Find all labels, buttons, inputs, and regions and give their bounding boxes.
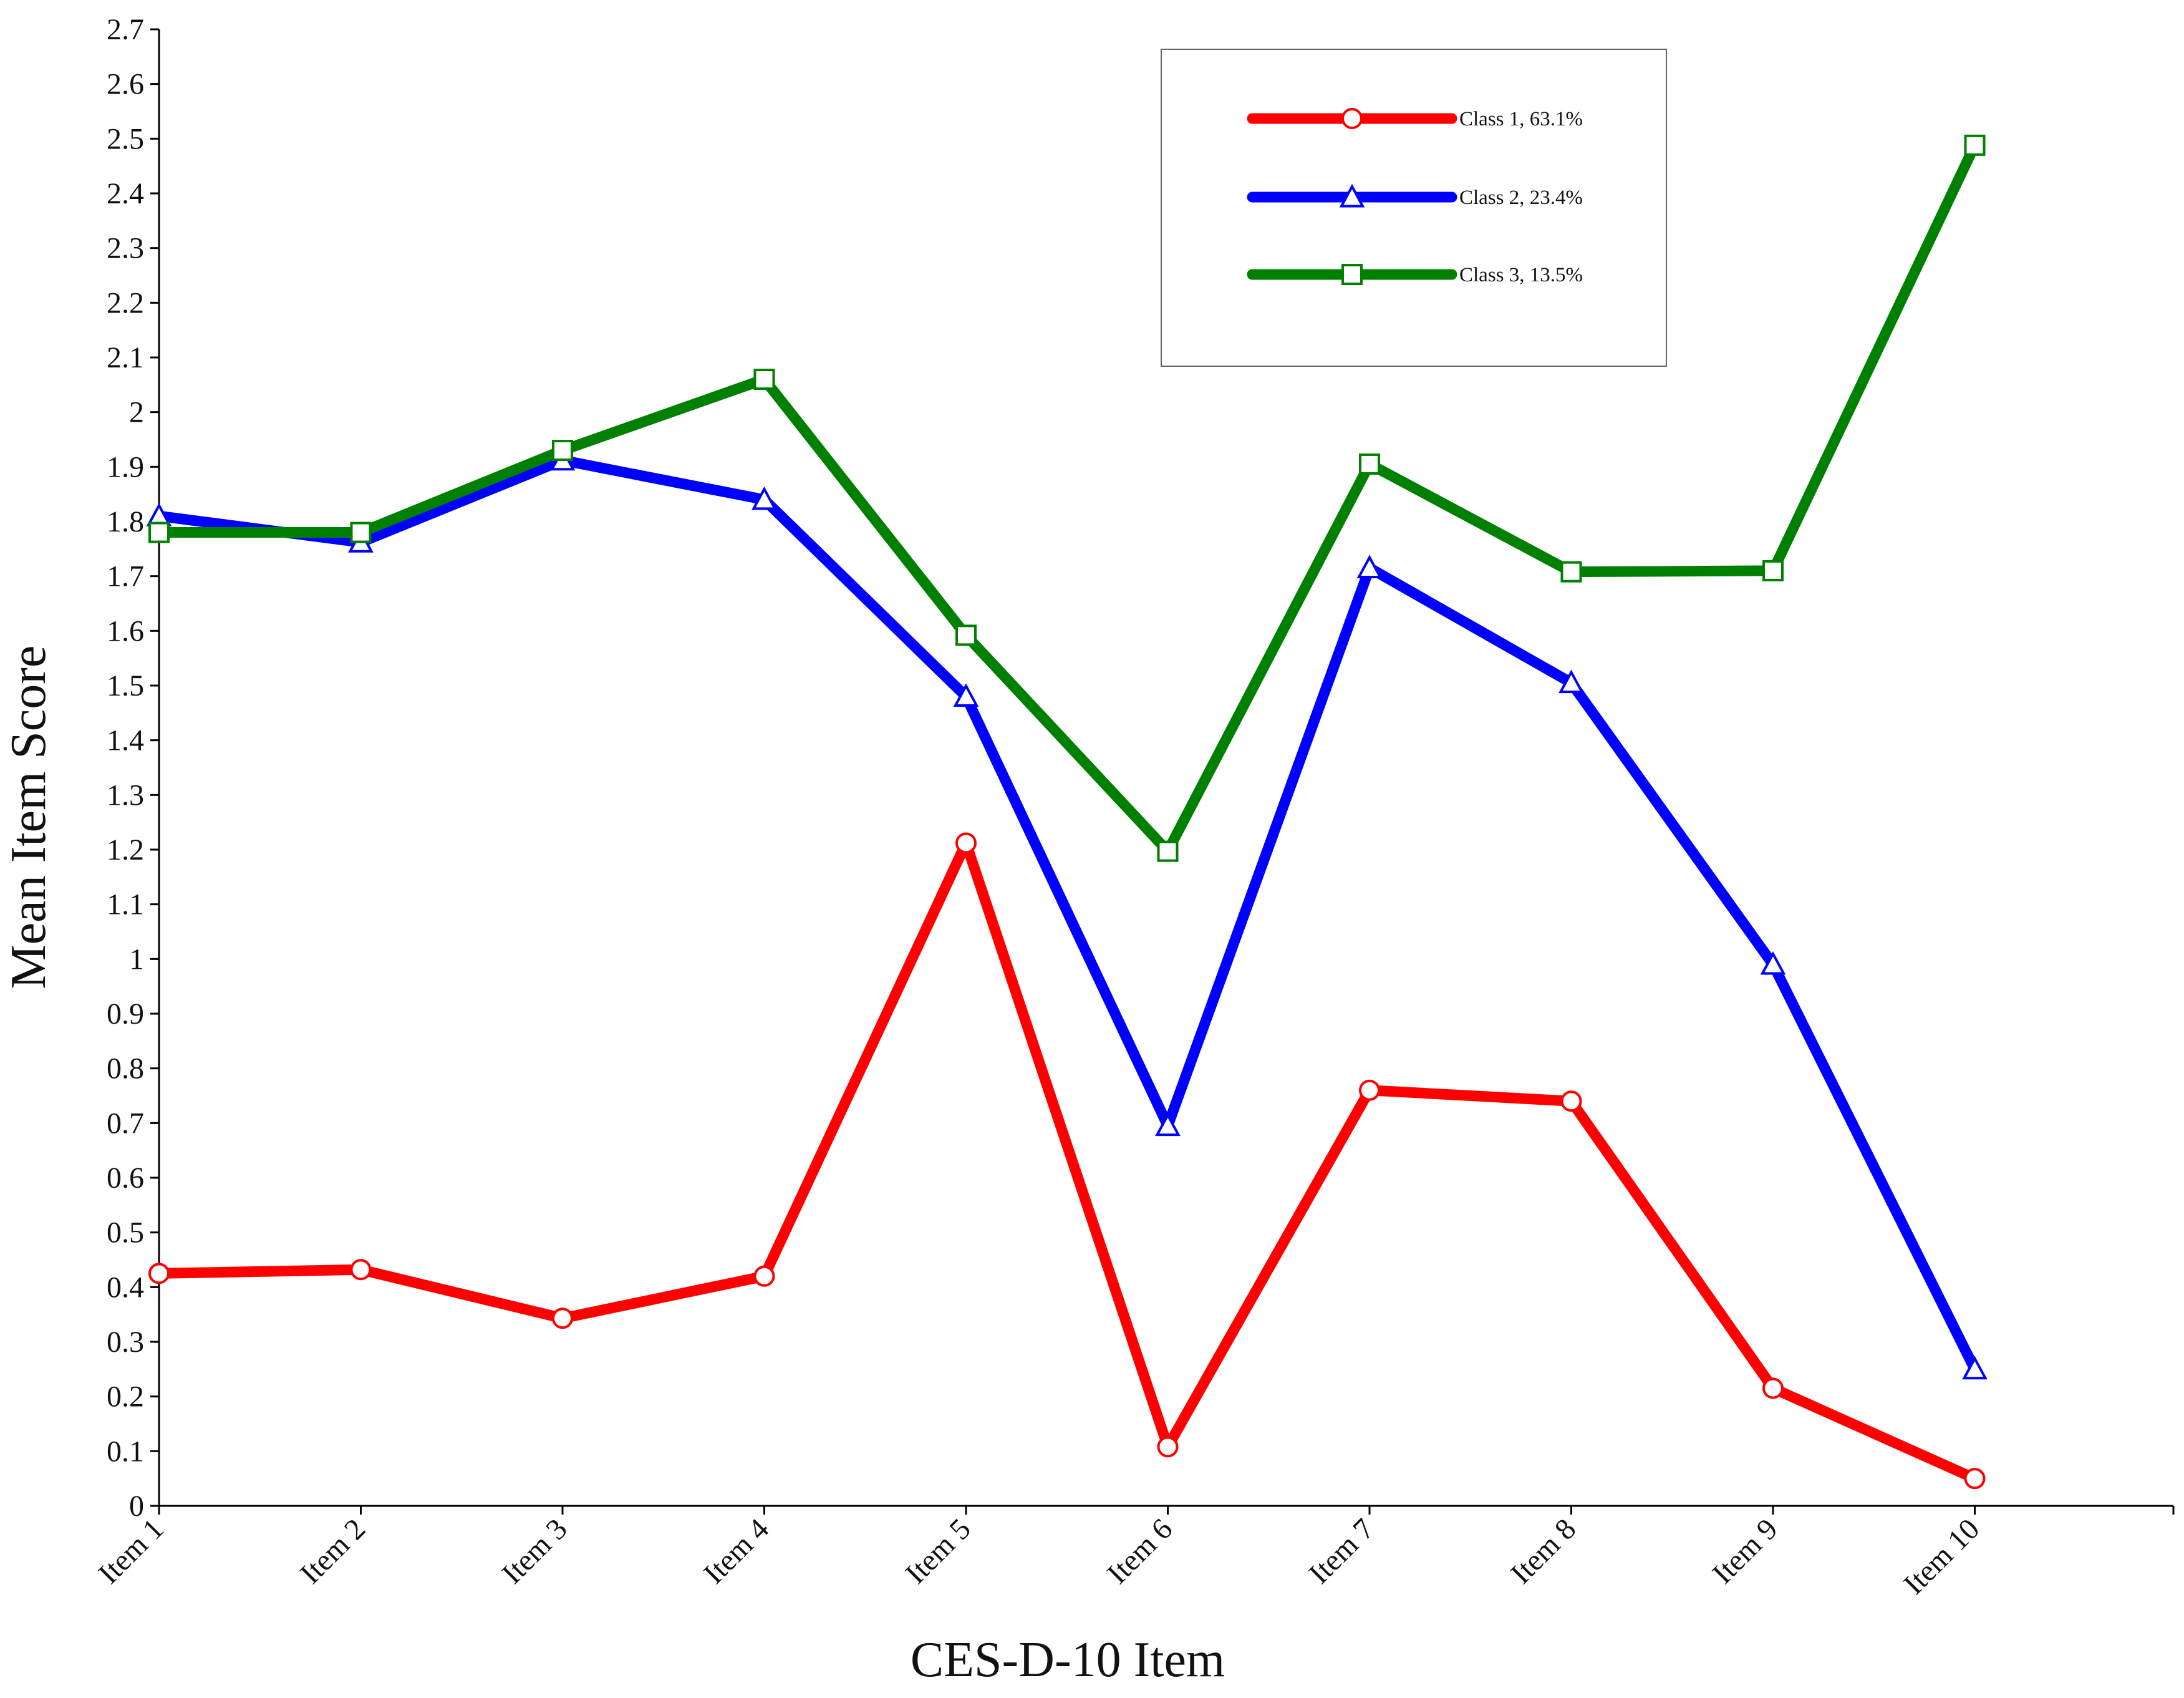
legend-marker-2: [1339, 183, 1365, 208]
series-3-point: [148, 522, 170, 543]
series-3-line: [153, 140, 1980, 857]
series-1-point: [1560, 1090, 1582, 1112]
series-3-point: [350, 522, 372, 543]
legend-label-1: Class 1, 63.1%: [1459, 108, 1583, 130]
x-tick-label: Item 2: [294, 1512, 372, 1590]
series-1-point: [1762, 1377, 1784, 1399]
legend-marker-1: [1341, 108, 1363, 129]
x-tick-label: Item 6: [1101, 1512, 1179, 1590]
series-3-point: [1359, 453, 1380, 475]
x-axis-title: CES-D-10 Item: [911, 1633, 1225, 1687]
axes: [150, 28, 2175, 1515]
series-3-point: [1157, 840, 1179, 862]
y-tick-label: 0.7: [107, 1107, 144, 1140]
y-tick-label: 1.6: [107, 614, 144, 648]
y-tick-label: 1: [129, 943, 144, 976]
series-3-point: [1762, 560, 1784, 581]
series-1-point: [1964, 1468, 1986, 1490]
y-tick-label: 2.4: [107, 177, 144, 210]
y-tick-label: 0.8: [107, 1052, 144, 1085]
y-tick-label: 2.2: [107, 286, 144, 319]
series-3-point: [1964, 134, 1986, 156]
series-2-point: [1558, 669, 1584, 694]
y-tick-label: 0.5: [107, 1216, 144, 1249]
series-1-line: [153, 837, 1980, 1484]
x-tick-label: Item 5: [899, 1512, 977, 1590]
series-1-point: [350, 1259, 372, 1281]
series-1-point: [552, 1307, 573, 1329]
series-3: [148, 134, 1986, 862]
y-tick-label: 0.4: [107, 1271, 144, 1304]
y-tick-label: 1.5: [107, 669, 144, 702]
y-tick-label: 0.6: [107, 1162, 144, 1195]
y-tick-label: 2.5: [107, 122, 144, 155]
y-tick-label: 0: [129, 1490, 144, 1523]
y-tick-label: 2: [129, 396, 144, 429]
y-tick-label: 2.6: [107, 68, 144, 101]
series-2-point: [1962, 1356, 1988, 1380]
y-tick-label: 0.1: [107, 1435, 144, 1468]
series-1-point: [1157, 1436, 1179, 1458]
y-tick-label: 2.7: [107, 13, 144, 46]
x-tick-label: Item 1: [92, 1512, 170, 1590]
x-tick-label: Item 10: [1897, 1512, 1986, 1601]
y-tick-label: 1.8: [107, 505, 144, 538]
tick-labels: 0 0.1 0.2 0.3 0.4 0.5 0.6 0.7 0.8 0.9 1 1.1 1.2 1.3 1.…: [92, 13, 1986, 1601]
series-3-point: [955, 624, 977, 646]
series-1-point: [148, 1263, 170, 1284]
series-2-point: [751, 486, 777, 510]
y-tick-label: 2.1: [107, 341, 144, 374]
y-tick-label: 1.3: [107, 779, 144, 812]
y-tick-label: 0.2: [107, 1380, 144, 1414]
series-2-line: [153, 455, 1980, 1375]
series-3-point: [753, 369, 775, 391]
x-tick-label: Item 8: [1504, 1512, 1582, 1590]
legend-label-2: Class 2, 23.4%: [1459, 187, 1583, 209]
x-tick-label: Item 7: [1303, 1512, 1381, 1590]
y-tick-label: 1.2: [107, 833, 144, 866]
x-tick-label: Item 4: [697, 1512, 775, 1590]
series-2-point: [1760, 951, 1786, 975]
y-tick-label: 1.9: [107, 450, 144, 483]
series-2-point: [1155, 1112, 1181, 1137]
y-axis-title: Mean Item Score: [1, 646, 56, 989]
series-lines: [146, 134, 1988, 1490]
legend: Class 1, 63.1% Class 2, 23.4% Class 3, 13.…: [1161, 49, 1667, 367]
series-1-point: [955, 832, 977, 854]
series-3-point: [552, 440, 573, 462]
series-1-point: [753, 1265, 775, 1287]
series-1: [148, 832, 1986, 1490]
y-tick-label: 0.9: [107, 997, 144, 1031]
y-tick-label: 2.3: [107, 232, 144, 265]
x-tick-label: Item 9: [1706, 1512, 1784, 1590]
legend-marker-3: [1341, 264, 1363, 285]
y-tick-label: 1.4: [107, 724, 144, 757]
series-2-point: [953, 683, 979, 707]
x-tick-label: Item 3: [496, 1512, 574, 1590]
y-tick-label: 1.7: [107, 560, 144, 593]
series-1-point: [1359, 1079, 1380, 1101]
series-2-point: [1356, 555, 1383, 578]
legend-box: [1161, 49, 1667, 367]
series-3-point: [1560, 561, 1582, 583]
y-tick-label: 0.3: [107, 1326, 144, 1359]
series-2: [146, 447, 1988, 1380]
y-tick-label: 1.1: [107, 888, 144, 921]
legend-label-3: Class 3, 13.5%: [1459, 264, 1583, 286]
